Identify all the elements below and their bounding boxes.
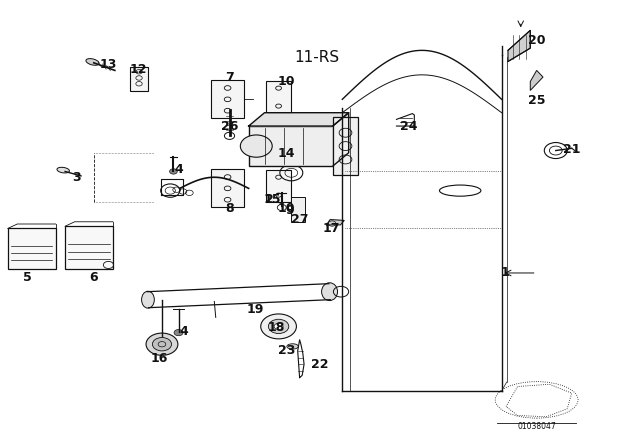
Bar xyxy=(333,117,358,175)
Polygon shape xyxy=(333,113,349,166)
Text: 4: 4 xyxy=(174,163,183,176)
Text: 10: 10 xyxy=(278,202,295,215)
Text: 2: 2 xyxy=(265,193,273,206)
Text: 20: 20 xyxy=(528,34,545,47)
Text: 5: 5 xyxy=(22,271,31,284)
Circle shape xyxy=(170,169,177,174)
Circle shape xyxy=(274,323,283,330)
Text: 26: 26 xyxy=(221,120,238,133)
Bar xyxy=(130,67,148,91)
Bar xyxy=(248,126,333,166)
Text: 16: 16 xyxy=(151,352,168,365)
Bar xyxy=(266,81,291,113)
Bar xyxy=(211,80,244,118)
Text: 11-RS: 11-RS xyxy=(294,50,339,65)
Circle shape xyxy=(152,337,172,351)
Bar xyxy=(211,169,244,207)
Text: 21: 21 xyxy=(563,143,580,156)
Bar xyxy=(8,228,56,268)
Ellipse shape xyxy=(86,59,99,65)
Polygon shape xyxy=(326,220,344,225)
Ellipse shape xyxy=(287,344,298,349)
Circle shape xyxy=(174,330,183,336)
Ellipse shape xyxy=(321,283,337,301)
Text: 14: 14 xyxy=(278,147,295,160)
Text: 25: 25 xyxy=(528,94,545,107)
Text: 8: 8 xyxy=(225,202,234,215)
Ellipse shape xyxy=(57,167,69,173)
Text: 27: 27 xyxy=(291,213,308,226)
Circle shape xyxy=(268,319,289,333)
Text: 19: 19 xyxy=(246,303,264,316)
Text: 1: 1 xyxy=(500,267,509,280)
Polygon shape xyxy=(531,70,543,90)
Polygon shape xyxy=(508,30,531,61)
Circle shape xyxy=(241,135,272,157)
Text: 7: 7 xyxy=(225,71,234,84)
Bar xyxy=(266,170,291,202)
Ellipse shape xyxy=(141,291,154,308)
Bar xyxy=(65,226,113,268)
Polygon shape xyxy=(248,113,349,126)
Text: 18: 18 xyxy=(268,321,285,334)
Text: 22: 22 xyxy=(311,358,329,371)
Text: 17: 17 xyxy=(323,222,340,235)
Text: 3: 3 xyxy=(72,171,81,184)
Text: 6: 6 xyxy=(90,271,98,284)
Circle shape xyxy=(146,333,178,355)
Text: 15: 15 xyxy=(264,193,281,206)
Text: 23: 23 xyxy=(278,345,296,358)
Bar xyxy=(291,197,305,222)
Text: 9: 9 xyxy=(285,204,294,217)
Text: 12: 12 xyxy=(130,63,147,76)
Text: 13: 13 xyxy=(100,58,117,71)
Text: 24: 24 xyxy=(401,120,418,133)
Circle shape xyxy=(260,314,296,339)
Text: 10: 10 xyxy=(278,75,295,88)
Text: 4: 4 xyxy=(180,325,189,338)
Text: 01038047: 01038047 xyxy=(517,422,556,431)
